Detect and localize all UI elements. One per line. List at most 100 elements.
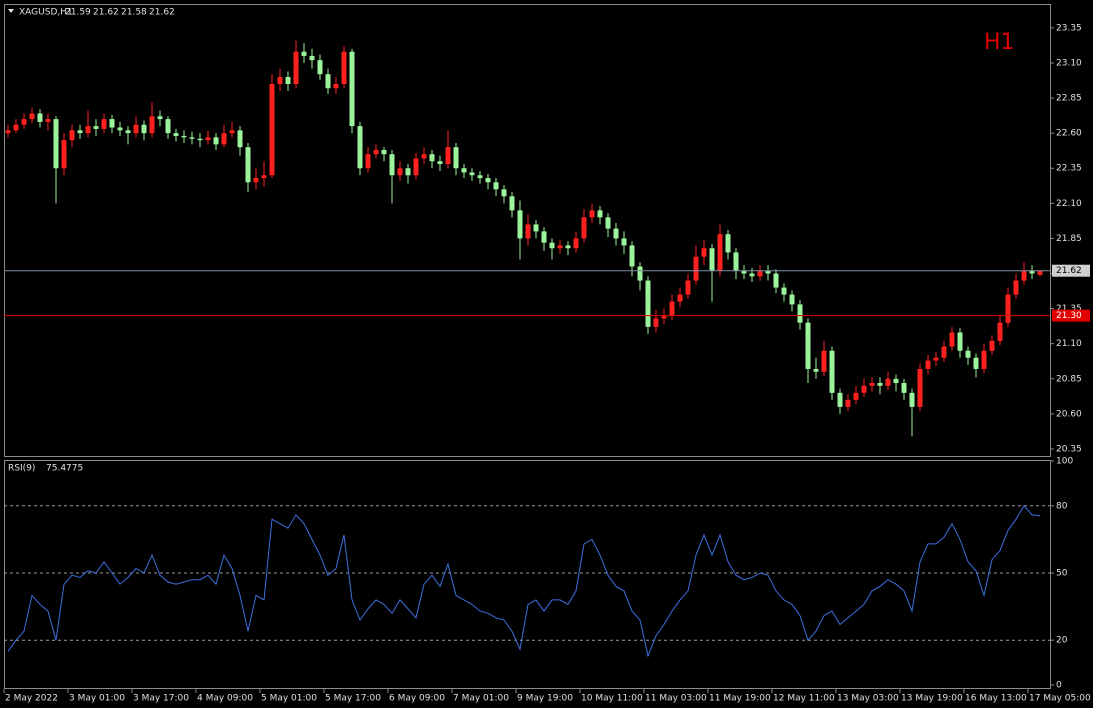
y-tick-label: 23.35 — [1056, 23, 1082, 33]
candle-body — [109, 119, 115, 128]
candle-body — [845, 399, 851, 407]
candle-body — [573, 238, 579, 249]
candle-body — [661, 315, 667, 319]
candle-body — [813, 368, 819, 372]
candle-body — [157, 116, 163, 120]
candle-body — [749, 273, 755, 277]
x-tick-label: 11 May 19:00 — [709, 694, 771, 704]
candle-body — [485, 178, 491, 183]
candle-body — [637, 266, 643, 281]
y-tick-label: 20.85 — [1056, 374, 1082, 384]
candle-body — [37, 113, 43, 122]
candle-body — [733, 252, 739, 271]
candle-body — [861, 385, 867, 393]
candle-body — [909, 392, 915, 407]
x-tick-label: 13 May 03:00 — [837, 694, 899, 704]
candle-body — [85, 126, 91, 134]
candle-body — [301, 51, 307, 56]
price-tag — [1052, 309, 1090, 322]
candle-body — [1005, 294, 1011, 323]
candle-body — [709, 248, 715, 271]
last-open: 21.59 — [65, 8, 91, 18]
candle-body — [509, 196, 515, 211]
candle-body — [365, 154, 371, 169]
y-tick-label: 20 — [1056, 636, 1068, 646]
candle-body — [1013, 280, 1019, 295]
x-tick-label: 5 May 17:00 — [325, 694, 381, 704]
candle-body — [629, 245, 635, 267]
candle-body — [333, 84, 339, 89]
x-tick-label: 3 May 01:00 — [69, 694, 125, 704]
candle-body — [645, 280, 651, 327]
candle-body — [941, 346, 947, 358]
candle-body — [45, 119, 51, 122]
candle-body — [701, 248, 707, 257]
symbol-title: XAGUSD,H1 — [19, 8, 73, 18]
candle-body — [1029, 270, 1035, 274]
candle-body — [293, 51, 299, 85]
candle-body — [989, 340, 995, 351]
candle-body — [885, 378, 891, 386]
candle-body — [477, 175, 483, 179]
menu-arrow[interactable] — [8, 9, 14, 13]
candle-body — [965, 350, 971, 358]
candle-body — [5, 130, 11, 134]
price-panel — [4, 4, 1051, 457]
candle-body — [693, 256, 699, 281]
rsi-last-value: 75.4775 — [46, 464, 83, 474]
y-tick-label: 50 — [1056, 569, 1068, 579]
price-tag-label: 21.30 — [1056, 311, 1082, 321]
x-tick-label: 7 May 01:00 — [453, 694, 509, 704]
candle-body — [405, 168, 411, 176]
x-tick-label: 9 May 19:00 — [517, 694, 573, 704]
candle-body — [757, 270, 763, 277]
candle-body — [277, 76, 283, 85]
candle-body — [413, 158, 419, 176]
candle-body — [893, 378, 899, 384]
candle-body — [165, 119, 171, 134]
y-tick-label: 20.35 — [1056, 444, 1082, 454]
candle-body — [173, 133, 179, 136]
candle-body — [141, 124, 147, 134]
candle-body — [949, 332, 955, 347]
x-tick-label: 11 May 03:00 — [645, 694, 707, 704]
candle-body — [797, 304, 803, 323]
candle-body — [605, 217, 611, 229]
x-tick-label: 12 May 11:00 — [773, 694, 835, 704]
candle-body — [197, 138, 203, 141]
candle-body — [773, 273, 779, 288]
candle-body — [245, 147, 251, 183]
candle-body — [805, 322, 811, 369]
candle-body — [53, 119, 59, 169]
rsi-title: RSI(9) — [8, 464, 35, 474]
candle-body — [789, 294, 795, 305]
y-tick-label: 21.10 — [1056, 339, 1082, 349]
candle-body — [261, 175, 267, 179]
price-tag — [1052, 264, 1090, 277]
candle-body — [829, 350, 835, 393]
candle-body — [469, 172, 475, 176]
y-tick-label: 0 — [1056, 681, 1062, 691]
candle-body — [717, 234, 723, 271]
x-tick-label: 6 May 09:00 — [389, 694, 445, 704]
candle-body — [253, 178, 259, 183]
candle-body — [445, 147, 451, 165]
candle-body — [325, 74, 331, 89]
candle-body — [877, 383, 883, 386]
candle-body — [229, 130, 235, 134]
y-tick-label: 20.60 — [1056, 409, 1082, 419]
candle-body — [205, 137, 211, 141]
candle-body — [669, 301, 675, 316]
candle-body — [781, 287, 787, 295]
candle-body — [29, 113, 35, 120]
candle-body — [741, 270, 747, 274]
candle-body — [221, 133, 227, 145]
y-tick-label: 80 — [1056, 501, 1068, 511]
candle-body — [437, 161, 443, 165]
x-tick-label: 10 May 11:00 — [581, 694, 643, 704]
rsi-panel — [4, 460, 1051, 689]
candle-body — [341, 51, 347, 85]
candle-body — [901, 383, 907, 393]
